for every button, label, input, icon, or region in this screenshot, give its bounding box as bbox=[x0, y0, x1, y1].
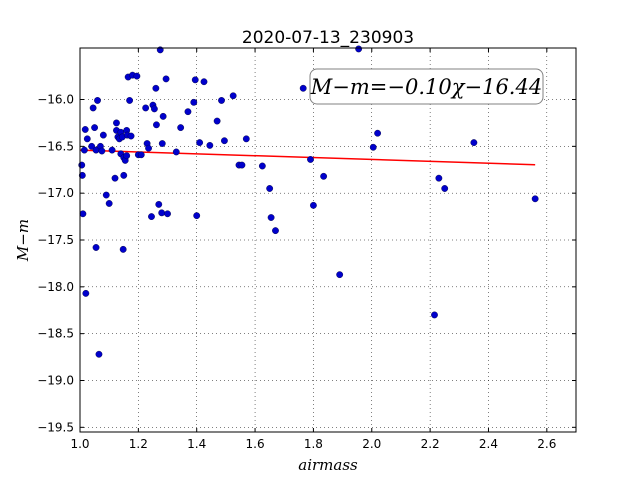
data-point bbox=[158, 140, 166, 147]
data-point bbox=[242, 135, 250, 143]
data-point bbox=[105, 200, 113, 207]
data-point bbox=[213, 117, 221, 125]
x-tick-label: 2.2 bbox=[421, 437, 440, 451]
data-point bbox=[91, 124, 98, 132]
data-point bbox=[142, 104, 150, 112]
data-point bbox=[153, 121, 160, 129]
data-point bbox=[155, 201, 163, 208]
x-tick-label: 1.4 bbox=[187, 437, 206, 451]
data-point bbox=[177, 124, 185, 132]
data-point bbox=[336, 271, 344, 279]
data-point bbox=[123, 152, 131, 160]
data-point bbox=[369, 143, 377, 151]
data-point bbox=[258, 162, 266, 170]
data-point bbox=[164, 210, 171, 218]
data-point bbox=[266, 185, 274, 192]
x-tick-label: 1.8 bbox=[304, 437, 323, 451]
data-point bbox=[137, 151, 145, 159]
data-point bbox=[190, 98, 198, 106]
data-point bbox=[238, 161, 246, 169]
y-axis-ticks: −16.0 −16.5 −17.0 −17.5 −18.0 −18.5 −19.0 −19.5 bbox=[37, 93, 576, 434]
fit-equation: M−m=−0.10χ−16.44 bbox=[310, 75, 542, 99]
data-point bbox=[172, 148, 180, 156]
data-point bbox=[111, 174, 119, 182]
data-point bbox=[81, 126, 89, 133]
y-tick-label: −19.5 bbox=[37, 420, 74, 434]
data-point bbox=[126, 97, 134, 104]
x-tick-label: 2.4 bbox=[479, 437, 498, 451]
fit-equation-box bbox=[309, 68, 544, 105]
data-point bbox=[80, 146, 88, 154]
data-point bbox=[148, 213, 155, 220]
data-point bbox=[470, 139, 478, 146]
data-point bbox=[310, 201, 317, 209]
data-point bbox=[83, 135, 91, 143]
y-tick-label: −18.0 bbox=[37, 280, 74, 294]
data-point bbox=[431, 311, 438, 319]
data-point bbox=[152, 84, 160, 92]
data-point bbox=[531, 195, 539, 203]
data-point bbox=[127, 132, 135, 140]
x-tick-label: 1.6 bbox=[246, 437, 265, 451]
data-point bbox=[99, 131, 107, 139]
x-tick-label: 2.6 bbox=[537, 437, 556, 451]
data-point bbox=[82, 289, 90, 297]
data-point bbox=[150, 105, 158, 113]
data-point bbox=[218, 97, 225, 104]
data-point bbox=[191, 76, 199, 84]
x-axis-label: airmass bbox=[298, 456, 358, 474]
data-point bbox=[119, 245, 127, 253]
x-tick-label: 1.0 bbox=[70, 437, 89, 451]
x-tick-label: 2.0 bbox=[362, 437, 381, 451]
x-tick-label: 1.2 bbox=[129, 437, 148, 451]
data-point bbox=[307, 156, 314, 163]
data-point bbox=[145, 144, 152, 152]
data-points bbox=[78, 45, 539, 358]
data-point bbox=[221, 137, 228, 145]
data-point bbox=[299, 84, 307, 92]
y-tick-label: −19.0 bbox=[37, 373, 74, 387]
data-point bbox=[120, 171, 128, 179]
data-point bbox=[435, 174, 443, 182]
data-point bbox=[102, 191, 110, 199]
y-tick-label: −16.0 bbox=[37, 93, 74, 107]
data-point bbox=[78, 171, 86, 179]
y-tick-label: −18.5 bbox=[37, 327, 74, 341]
data-point bbox=[133, 72, 141, 80]
y-tick-label: −16.5 bbox=[37, 139, 74, 153]
y-tick-label: −17.0 bbox=[37, 186, 74, 200]
data-point bbox=[206, 142, 214, 149]
data-point bbox=[162, 75, 170, 83]
data-point bbox=[320, 172, 328, 180]
data-point bbox=[229, 92, 237, 100]
data-point bbox=[200, 78, 208, 86]
fit-line-layer bbox=[79, 149, 536, 166]
data-point bbox=[272, 227, 279, 235]
data-point bbox=[79, 210, 87, 218]
y-tick-label: −17.5 bbox=[37, 233, 74, 247]
data-point bbox=[92, 244, 100, 251]
data-point bbox=[108, 146, 116, 154]
data-point bbox=[267, 214, 275, 221]
data-point bbox=[98, 147, 106, 155]
data-point bbox=[89, 104, 97, 112]
chart-title: 2020-07-13_230903 bbox=[242, 28, 414, 48]
data-point bbox=[184, 108, 192, 116]
data-point bbox=[88, 142, 96, 150]
data-point bbox=[374, 129, 381, 137]
data-point bbox=[196, 139, 204, 146]
grid-lines bbox=[79, 48, 576, 432]
data-point bbox=[355, 45, 363, 53]
data-point bbox=[113, 119, 120, 127]
data-point bbox=[95, 350, 103, 358]
data-point bbox=[159, 112, 167, 120]
data-point bbox=[441, 185, 449, 192]
fit-line bbox=[79, 149, 536, 166]
x-axis-ticks: 1.0 1.2 1.4 1.6 1.8 2.0 2.2 2.4 2.6 bbox=[70, 48, 556, 451]
data-point bbox=[158, 209, 166, 217]
data-point bbox=[94, 97, 101, 104]
y-axis-label: M−m bbox=[14, 219, 32, 262]
data-point bbox=[193, 212, 201, 220]
